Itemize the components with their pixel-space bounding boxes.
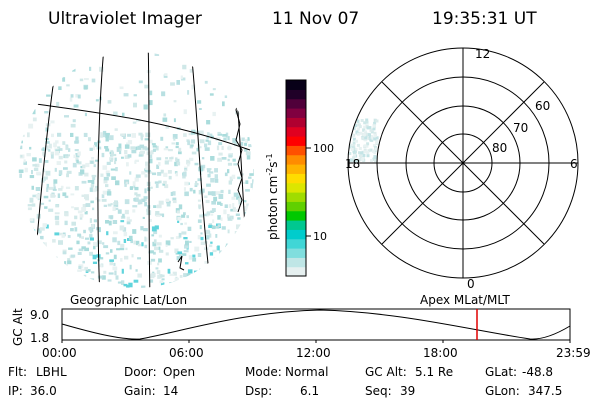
ip-value: 36.0 <box>30 384 57 398</box>
seq-value: 39 <box>400 384 415 398</box>
gain-value: 14 <box>163 384 178 398</box>
geographic-grid <box>21 52 251 288</box>
dsp-value: 6.1 <box>300 384 319 398</box>
polar-plot: 12 18 6 0 60 70 80 <box>345 47 579 291</box>
mode-value: Normal <box>285 365 328 379</box>
flt-value: LBHL <box>36 365 67 379</box>
glon-label: GLon: <box>485 384 520 398</box>
flt-label: Flt: <box>8 365 27 379</box>
mlat-label-70: 70 <box>513 121 528 135</box>
door-label: Door: <box>124 365 157 379</box>
timeline-y-bottom: 1.8 <box>30 331 49 345</box>
timeline-tick-label: 23:59 <box>556 346 591 360</box>
geographic-image <box>18 52 254 288</box>
timeline-tick-label: 18:00 <box>423 346 458 360</box>
seq-label: Seq: <box>365 384 392 398</box>
mlt-label-6: 6 <box>570 157 578 171</box>
colorbar-tick-label: 10 <box>313 230 327 243</box>
timeline-frame <box>61 308 571 341</box>
door-value: Open <box>163 365 195 379</box>
dsp-label: Dsp: <box>245 384 272 398</box>
colorbar-unit-label: photon cm-2s-1 <box>265 153 280 240</box>
mlt-label-18: 18 <box>345 157 360 171</box>
timeline-y-top: 9.0 <box>30 308 49 322</box>
ip-label: IP: <box>8 384 23 398</box>
timeline-ylabel: GC Alt <box>11 308 25 346</box>
colorbar-frame <box>285 79 307 277</box>
observation-date: 11 Nov 07 <box>272 9 359 29</box>
colorbar-tick-label: 100 <box>313 142 334 155</box>
timeline-tick-label: 12:00 <box>296 346 331 360</box>
polar-grid <box>347 47 579 279</box>
mlat-label-80: 80 <box>492 141 507 155</box>
gcalt-label: GC Alt: <box>365 365 407 379</box>
timeline-tick-label: 00:00 <box>42 346 77 360</box>
altitude-curve <box>61 309 571 340</box>
mode-label: Mode: <box>245 365 282 379</box>
polar-emission <box>348 118 379 163</box>
instrument-title: Ultraviolet Imager <box>48 9 202 29</box>
mlat-label-60: 60 <box>535 99 550 113</box>
gain-label: Gain: <box>124 384 156 398</box>
observation-time: 19:35:31 UT <box>432 9 537 29</box>
colorbar: 100 10 photon cm-2s-1 <box>265 79 334 277</box>
colorbar-gradient <box>286 80 306 277</box>
timeline-tick-label: 06:00 <box>169 346 204 360</box>
gcalt-value: 5.1 Re <box>415 365 453 379</box>
geographic-panel-title: Geographic Lat/Lon <box>70 293 187 307</box>
uv-emission-speckles <box>18 52 254 288</box>
mlt-label-12: 12 <box>475 47 490 61</box>
glat-value: -48.8 <box>522 365 553 379</box>
glon-value: 347.5 <box>528 384 562 398</box>
apex-panel-title: Apex MLat/MLT <box>420 293 510 307</box>
mlt-label-0: 0 <box>467 277 475 291</box>
instrument-info: Flt: LBHL Door: Open Mode: Normal GC Alt… <box>8 365 562 398</box>
glat-label: GLat: <box>485 365 517 379</box>
orbit-timeline: GC Alt 9.0 1.8 00:00 06:00 12:00 18:00 2… <box>11 308 591 360</box>
